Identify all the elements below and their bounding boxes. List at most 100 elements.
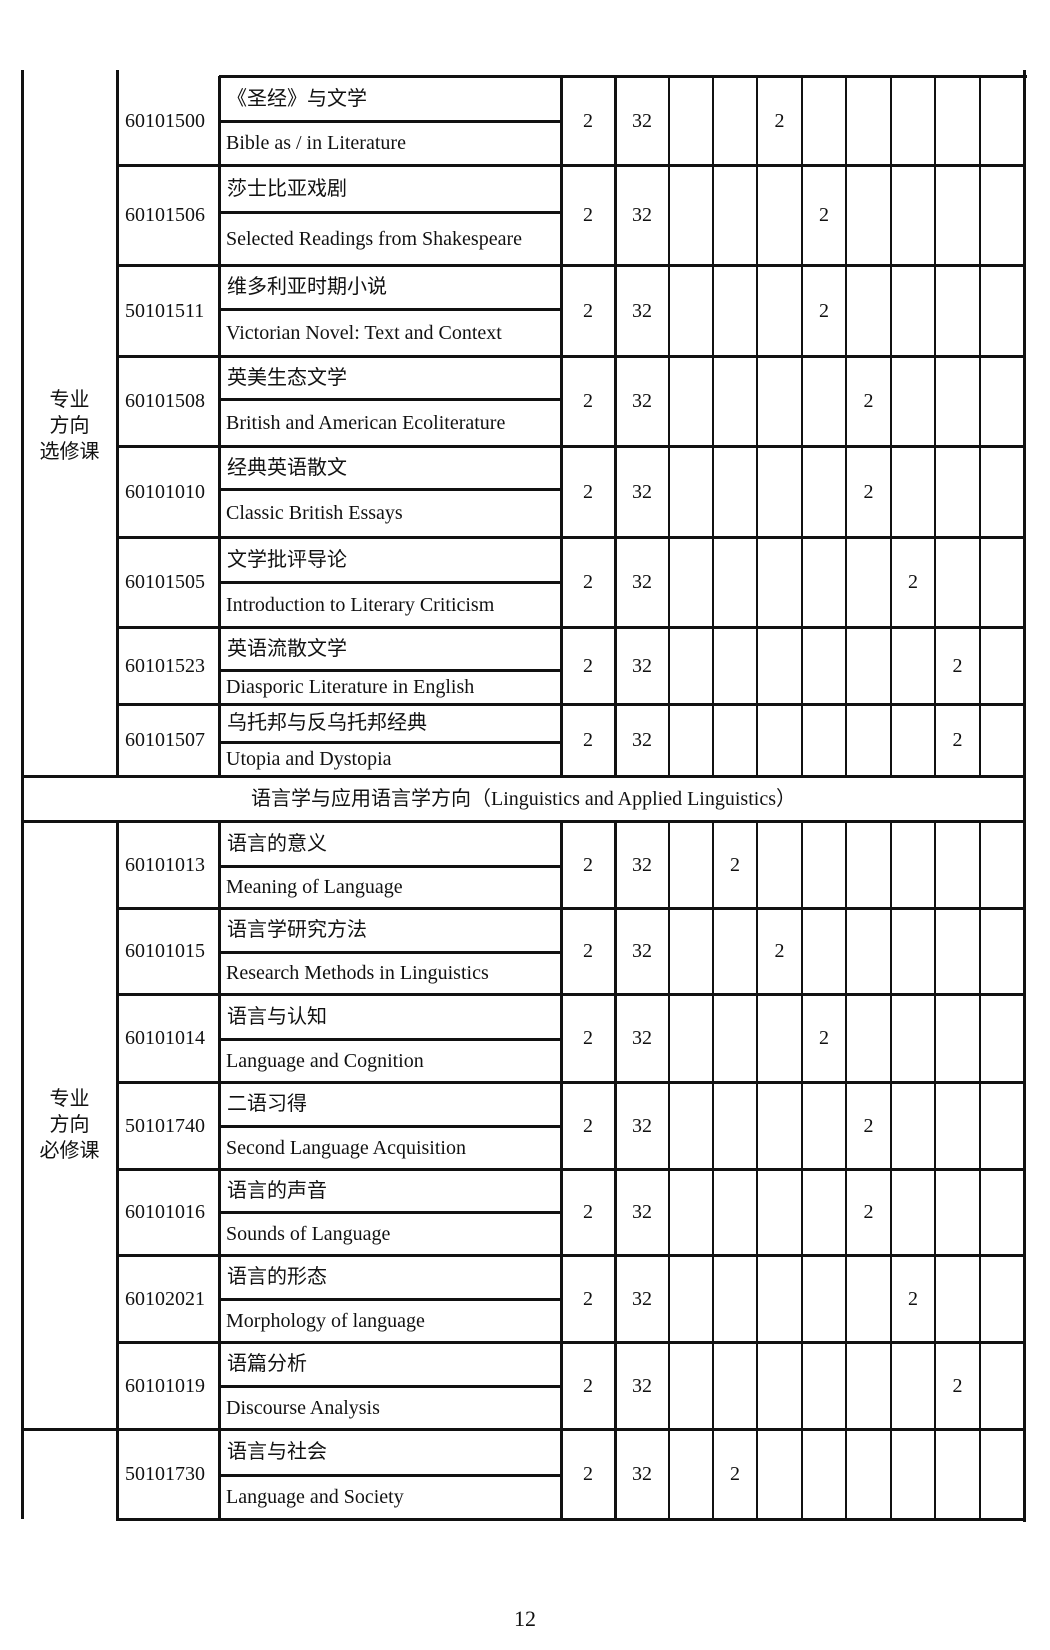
semester-hours: 2 — [819, 204, 829, 226]
name-divider — [219, 741, 562, 744]
column-rule — [668, 821, 670, 1521]
credits: 2 — [583, 1114, 593, 1137]
course-name-en: Introduction to Literary Criticism — [226, 593, 495, 616]
credits: 2 — [583, 940, 593, 962]
semester-hours: 2 — [863, 1201, 874, 1223]
course-name-cn: 语言的形态 — [227, 1266, 327, 1288]
name-divider — [219, 211, 562, 214]
course-name-cn: 维多利亚时期小说 — [227, 276, 387, 298]
semester-hours: 2 — [819, 299, 829, 322]
course-name-cn: 《圣经》与文学 — [227, 87, 367, 110]
group-label: 专业 方向 选修课 — [22, 387, 117, 465]
hours: 32 — [632, 729, 652, 751]
course-name-en: Classic British Essays — [226, 502, 403, 524]
row-rule — [116, 1168, 1026, 1171]
column-rule — [116, 821, 119, 1521]
course-name-en: Sounds of Language — [226, 1222, 391, 1245]
course-code: 60101523 — [125, 654, 205, 677]
course-name-en: Language and Cognition — [226, 1049, 424, 1072]
name-divider — [219, 120, 562, 123]
name-divider — [219, 1474, 562, 1477]
column-rule — [614, 821, 617, 1521]
semester-hours: 2 — [863, 480, 874, 503]
course-code: 60101019 — [125, 1374, 205, 1397]
course-name-en: Bible as / in Literature — [226, 132, 406, 154]
name-divider — [219, 308, 562, 311]
table-left-border — [21, 70, 24, 1519]
course-name-en: Discourse Analysis — [226, 1396, 380, 1419]
course-code: 50101511 — [125, 299, 205, 322]
hours: 32 — [632, 1463, 652, 1485]
column-rule — [756, 76, 758, 776]
course-code: 60101508 — [125, 390, 205, 412]
course-name-en: Morphology of language — [226, 1309, 425, 1332]
semester-hours: 2 — [952, 654, 963, 677]
group-label-line: 必修课 — [39, 1140, 100, 1162]
hours: 32 — [632, 1114, 652, 1137]
column-rule — [979, 821, 981, 1521]
column-rule — [218, 76, 221, 776]
row-rule — [116, 993, 1026, 996]
column-rule — [668, 76, 670, 776]
course-code: 60101506 — [125, 204, 205, 226]
name-divider — [219, 1211, 562, 1214]
name-divider — [219, 951, 562, 954]
course-name-en: British and American Ecoliterature — [226, 411, 506, 434]
group-label-line: 专业 — [49, 389, 90, 411]
credits: 2 — [583, 1463, 593, 1485]
column-rule — [801, 76, 803, 776]
credits: 2 — [583, 480, 593, 503]
group-label-line: 专业 — [49, 1088, 90, 1110]
name-divider — [219, 581, 562, 584]
course-code: 60102021 — [125, 1287, 205, 1310]
column-rule — [614, 76, 617, 776]
table-right-border — [1023, 70, 1026, 1522]
course-name-en: Diasporic Literature in English — [226, 676, 475, 698]
group-label: 专业 方向 必修课 — [22, 1086, 117, 1164]
column-rule — [116, 70, 119, 776]
column-rule — [979, 76, 981, 776]
hours: 32 — [632, 204, 652, 226]
course-code: 60101500 — [125, 109, 205, 132]
course-name-en: Language and Society — [226, 1486, 404, 1508]
course-code: 60101015 — [125, 940, 205, 962]
course-name-en: Research Methods in Linguistics — [226, 962, 489, 984]
course-name-en: Selected Readings from Shakespeare — [226, 227, 523, 250]
course-code: 60101505 — [125, 571, 205, 593]
credits: 2 — [583, 299, 593, 322]
row-rule — [116, 445, 1026, 448]
course-name-cn: 语篇分析 — [227, 1353, 307, 1375]
credits: 2 — [583, 654, 593, 677]
course-name-cn: 语言与社会 — [227, 1441, 327, 1463]
column-rule — [845, 821, 847, 1521]
course-name-cn: 莎士比亚戏剧 — [227, 177, 347, 200]
name-divider — [219, 865, 562, 868]
course-name-cn: 文学批评导论 — [227, 548, 347, 571]
course-name-cn: 英语流散文学 — [227, 637, 347, 660]
hours: 32 — [632, 109, 652, 132]
semester-hours: 2 — [819, 1027, 829, 1049]
column-rule — [756, 821, 758, 1521]
section-rule — [21, 820, 1026, 823]
column-rule — [934, 821, 936, 1521]
column-rule — [801, 821, 803, 1521]
semester-hours: 2 — [730, 1463, 740, 1485]
column-rule — [712, 821, 714, 1521]
hours: 32 — [632, 853, 652, 876]
name-divider — [219, 1038, 562, 1041]
hours: 32 — [632, 1201, 652, 1223]
credits: 2 — [583, 1201, 593, 1223]
row-rule — [116, 264, 1026, 267]
credits: 2 — [583, 571, 593, 593]
name-divider — [219, 488, 562, 491]
name-divider — [219, 1385, 562, 1388]
credits: 2 — [583, 204, 593, 226]
semester-hours: 2 — [774, 940, 785, 962]
page-number: 12 — [514, 1606, 536, 1631]
row-rule — [116, 1254, 1026, 1257]
group-rule — [21, 1428, 1026, 1431]
course-name-cn: 语言的意义 — [227, 832, 327, 855]
course-name-cn: 二语习得 — [227, 1093, 307, 1115]
row-rule — [116, 626, 1026, 629]
table-top-border — [219, 75, 1027, 78]
